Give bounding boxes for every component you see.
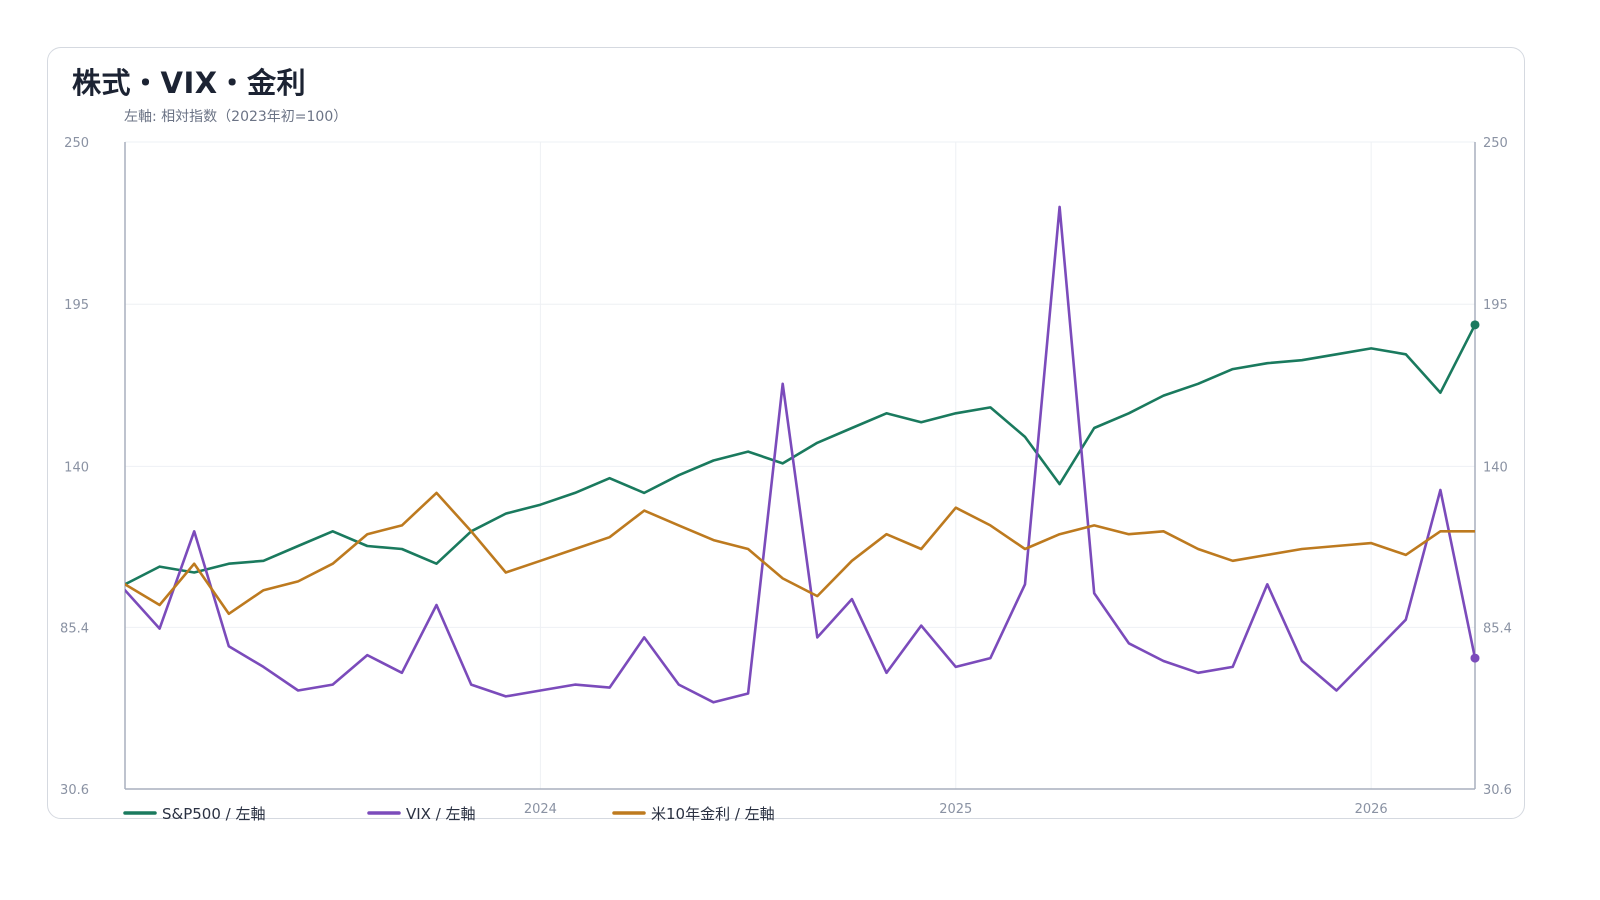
y-tick-label-left: 250 [64,136,89,151]
legend-label-sp500: S&P500 / 左軸 [162,805,265,823]
series-end-marker-vix [1470,653,1480,663]
y-tick-label-right: 30.6 [1483,783,1512,798]
series-line-vix [125,205,1475,704]
chart-title: 株式・VIX・金利 [72,66,307,100]
y-tick-label-left: 85.4 [60,621,89,636]
legend-label-vix: VIX / 左軸 [406,805,476,823]
series-line-sp500 [125,323,1475,586]
series-line-us10y [125,491,1475,616]
chart-subtitle: 左軸: 相対指数（2023年初=100） [124,109,348,125]
y-tick-label-right: 140 [1483,460,1508,475]
y-tick-label-left: 195 [64,298,89,313]
x-tick-label: 2024 [524,802,557,817]
x-tick-label: 2026 [1355,802,1388,817]
y-tick-label-right: 85.4 [1483,621,1512,636]
y-tick-label-right: 195 [1483,298,1508,313]
series-end-marker-sp500 [1470,320,1480,330]
legend-label-us10y: 米10年金利 / 左軸 [651,805,775,823]
chart-card: 株式・VIX・金利 左軸: 相対指数（2023年初=100） [47,47,1525,819]
y-tick-label-left: 140 [64,460,89,475]
x-tick-label: 2025 [939,802,972,817]
y-tick-label-left: 30.6 [60,783,89,798]
y-tick-label-right: 250 [1483,136,1508,151]
